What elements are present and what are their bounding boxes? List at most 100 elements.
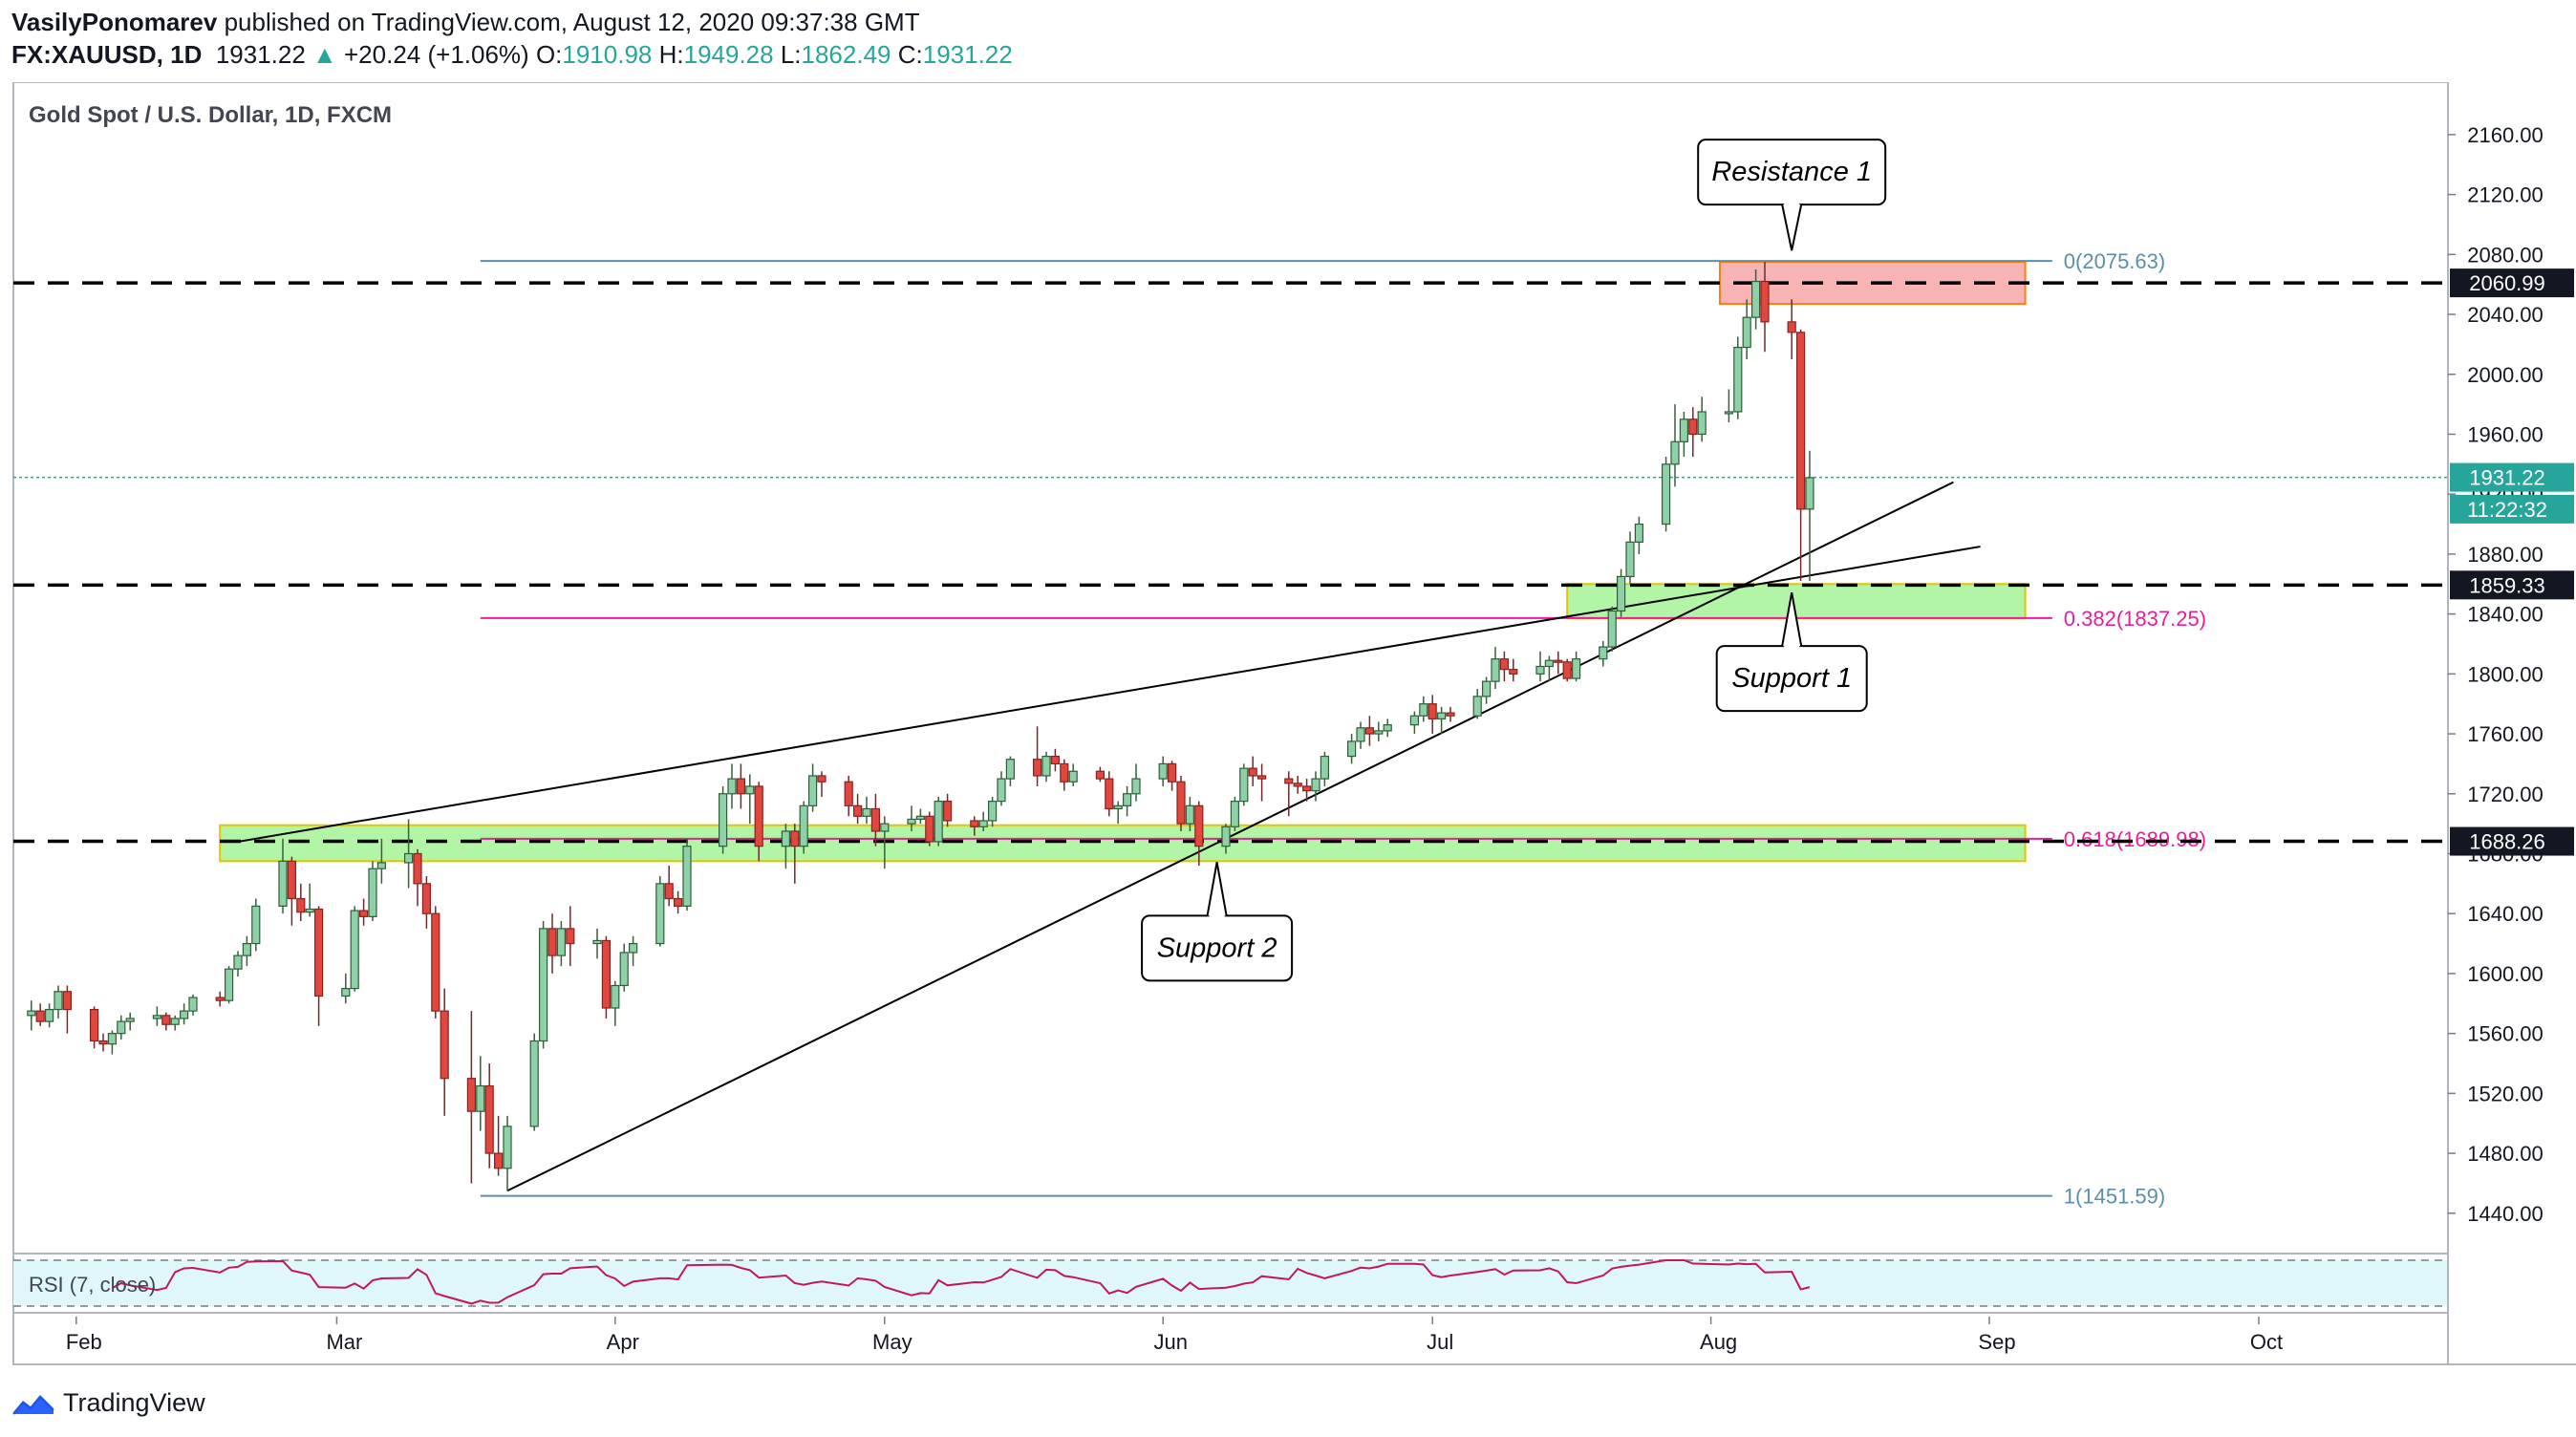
- symbol-label[interactable]: FX:XAUUSD, 1D: [11, 40, 203, 69]
- candle-down: [970, 820, 979, 827]
- candle-up: [1733, 346, 1743, 413]
- tradingview-logo-icon: [12, 1395, 54, 1415]
- callout-text: Support 2: [1157, 933, 1277, 963]
- chart-background: [0, 82, 2576, 1376]
- low-value: 1862.49: [801, 40, 891, 69]
- candle-up: [350, 910, 359, 990]
- candle-up: [170, 1018, 180, 1025]
- price-label: 2060.99: [2469, 271, 2545, 295]
- zones-layer: [219, 261, 2027, 863]
- ohlc-legend: FX:XAUUSD, 1D 1931.22 ▲ +20.24 (+1.06%) …: [11, 40, 1013, 70]
- candle-down: [421, 883, 431, 914]
- candle-up: [1122, 793, 1132, 806]
- candle-up: [44, 1008, 54, 1022]
- candle-down: [664, 883, 674, 900]
- callout-pointer: [1781, 591, 1803, 647]
- candle-up: [1491, 658, 1500, 682]
- candle-down: [547, 928, 557, 956]
- candle-up: [233, 954, 243, 970]
- callout-text: Support 1: [1731, 663, 1852, 694]
- callouts-layer: Resistance 1 Support 1 Support 2: [1141, 139, 1887, 982]
- candle-down: [1446, 712, 1455, 717]
- candle-down: [493, 1152, 504, 1169]
- candle-down: [1284, 778, 1294, 784]
- callout[interactable]: Support 2: [1141, 862, 1294, 982]
- price-tick-label: 1760.00: [2467, 722, 2544, 746]
- candle-up: [997, 778, 1006, 803]
- callout-pointer: [1781, 204, 1803, 251]
- candle-up: [682, 846, 692, 907]
- candle-up: [745, 785, 755, 795]
- candle-down: [1688, 418, 1698, 436]
- candle-up: [503, 1126, 512, 1169]
- price-tick-label: 1880.00: [2467, 543, 2544, 567]
- price-tick-label: 1720.00: [2467, 783, 2544, 806]
- candle-down: [673, 897, 683, 907]
- candle-down: [431, 912, 440, 1012]
- publish-info: VasilyPonomarev published on TradingView…: [11, 8, 920, 37]
- candle-up: [54, 991, 63, 1011]
- candle-up: [862, 807, 871, 817]
- candle-down: [161, 1015, 171, 1025]
- time-tick-label: Apr: [607, 1330, 639, 1354]
- candle-up: [376, 862, 386, 869]
- candle-down: [1248, 767, 1257, 777]
- candle-up: [404, 852, 414, 864]
- candle-up: [880, 823, 890, 832]
- candle-up: [1661, 463, 1671, 525]
- open-label: O:: [535, 40, 563, 69]
- candle-down: [1095, 770, 1106, 780]
- candle-up: [907, 818, 916, 825]
- candle-down: [35, 1010, 45, 1022]
- publish-date: published on TradingView.com, August 12,…: [224, 8, 920, 36]
- levels-layer: [13, 281, 2448, 844]
- rsi-pane[interactable]: RSI (7, close): [13, 1253, 2448, 1314]
- candle-up: [225, 968, 234, 1001]
- price-label: 11:22:32: [2467, 498, 2547, 522]
- candle-up: [1607, 610, 1617, 648]
- close-label: C:: [897, 40, 923, 69]
- candle-up: [556, 928, 567, 956]
- tradingview-logo[interactable]: TradingView: [11, 1383, 205, 1422]
- candle-up: [107, 1033, 118, 1045]
- tradingview-logo-text: TradingView: [63, 1387, 205, 1417]
- author-name[interactable]: VasilyPonomarev: [11, 8, 218, 36]
- candle-up: [188, 997, 198, 1012]
- candle-up: [1616, 575, 1626, 612]
- price-tick-label: 2080.00: [2467, 243, 2544, 267]
- candle-down: [62, 991, 73, 1011]
- candle-down: [1554, 659, 1563, 663]
- candle-down: [852, 804, 863, 817]
- candle-down: [296, 897, 306, 913]
- candle-up: [1068, 770, 1078, 783]
- price-tick-label: 2000.00: [2467, 363, 2544, 387]
- time-axis[interactable]: Feb Mar Apr May Jun Jul Aug Sep Oct: [13, 1317, 2576, 1365]
- candle-up: [242, 942, 251, 956]
- high-label: H:: [658, 40, 684, 69]
- price-chart[interactable]: 0(2075.63) 0.382(1837.25) 0.618(1689.98) 1(…: [0, 82, 2576, 1376]
- candle-up: [152, 1015, 161, 1019]
- chart-header: VasilyPonomarev published on TradingView…: [0, 0, 2576, 82]
- price-tick-label: 1560.00: [2467, 1022, 2544, 1046]
- trendline: [506, 481, 1954, 1192]
- rsi-band: [13, 1260, 2448, 1306]
- open-value: 1910.98: [562, 40, 653, 69]
- price-label-bg: [2450, 268, 2574, 298]
- candle-down: [844, 781, 853, 806]
- candle-down: [601, 939, 612, 1009]
- candle-up: [368, 868, 377, 917]
- candle-up: [799, 804, 808, 847]
- callout[interactable]: Support 1: [1715, 591, 1868, 713]
- candle-up: [727, 778, 737, 795]
- price-axis[interactable]: 2160.00 2120.00 2080.00 2040.00 2000.00 1960.…: [2447, 82, 2576, 1364]
- candle-down: [790, 830, 800, 847]
- callout[interactable]: Resistance 1: [1697, 139, 1887, 251]
- candle-up: [781, 830, 791, 847]
- candle-up: [628, 942, 638, 954]
- price-tick-label: 1480.00: [2467, 1142, 2544, 1166]
- candle-up: [1239, 767, 1249, 803]
- price-change: +20.24 (+1.06%): [344, 40, 529, 69]
- time-tick-label: Aug: [1700, 1330, 1737, 1354]
- time-tick-label: Sep: [1978, 1330, 2015, 1354]
- chart-title: Gold Spot / U.S. Dollar, 1D, FXCM: [29, 102, 392, 128]
